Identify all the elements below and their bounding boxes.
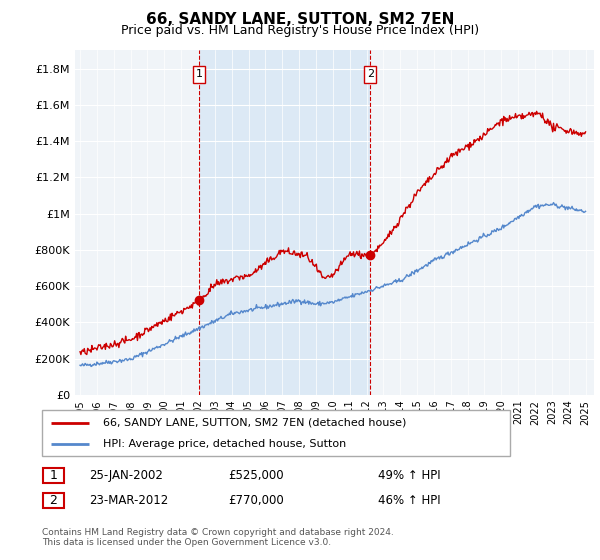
FancyBboxPatch shape — [43, 493, 64, 508]
Text: 1: 1 — [196, 69, 203, 79]
Text: 49% ↑ HPI: 49% ↑ HPI — [378, 469, 440, 482]
Text: £770,000: £770,000 — [228, 494, 284, 507]
Text: Price paid vs. HM Land Registry's House Price Index (HPI): Price paid vs. HM Land Registry's House … — [121, 24, 479, 36]
Text: HPI: Average price, detached house, Sutton: HPI: Average price, detached house, Sutt… — [103, 439, 346, 449]
FancyBboxPatch shape — [193, 66, 205, 83]
FancyBboxPatch shape — [364, 66, 376, 83]
FancyBboxPatch shape — [43, 468, 64, 483]
Text: 1: 1 — [49, 469, 58, 482]
Text: 46% ↑ HPI: 46% ↑ HPI — [378, 494, 440, 507]
FancyBboxPatch shape — [42, 410, 510, 456]
Text: 25-JAN-2002: 25-JAN-2002 — [89, 469, 163, 482]
Text: 2: 2 — [367, 69, 374, 79]
Text: 66, SANDY LANE, SUTTON, SM2 7EN: 66, SANDY LANE, SUTTON, SM2 7EN — [146, 12, 454, 27]
Bar — [199, 50, 370, 395]
Text: 2: 2 — [49, 494, 58, 507]
Text: Contains HM Land Registry data © Crown copyright and database right 2024.
This d: Contains HM Land Registry data © Crown c… — [42, 528, 394, 547]
Text: £525,000: £525,000 — [228, 469, 284, 482]
Text: 66, SANDY LANE, SUTTON, SM2 7EN (detached house): 66, SANDY LANE, SUTTON, SM2 7EN (detache… — [103, 418, 406, 428]
Text: 23-MAR-2012: 23-MAR-2012 — [89, 494, 168, 507]
